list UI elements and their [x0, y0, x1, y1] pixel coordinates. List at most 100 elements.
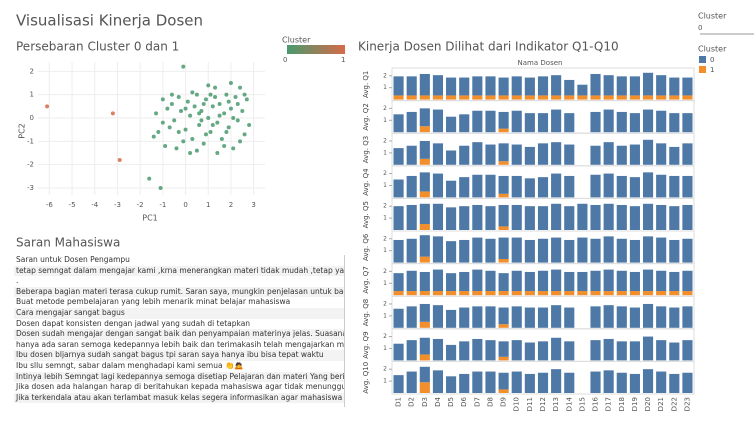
bar-segment — [419, 95, 430, 100]
bar-segment — [432, 305, 444, 328]
point — [174, 146, 179, 151]
bar-segment — [419, 321, 430, 328]
bar-segment — [511, 306, 522, 328]
bar-segment — [642, 95, 654, 100]
bar-segment — [590, 306, 601, 328]
bar-segment — [629, 307, 640, 328]
y-tick-label: 1 — [383, 215, 387, 222]
bar-segment — [446, 180, 457, 198]
point — [222, 111, 227, 116]
bar-segment — [485, 95, 496, 100]
point — [226, 125, 231, 130]
y-tick-label: 2 — [383, 105, 387, 112]
bar-segment — [432, 236, 444, 263]
bar-segment — [642, 236, 654, 263]
point — [215, 120, 220, 125]
bar-segment — [446, 291, 457, 296]
bar-segment — [669, 307, 680, 328]
bar-segment — [537, 177, 549, 198]
bar-segment — [432, 95, 444, 100]
x-tick-label: D19 — [631, 397, 639, 411]
bar-segment — [669, 95, 680, 100]
bar-segment — [642, 336, 654, 361]
bar-segment — [564, 95, 575, 100]
bar-segment — [629, 76, 640, 96]
bar-segment — [537, 113, 549, 133]
bar-segment — [603, 173, 614, 198]
x-tick-label: D9 — [500, 397, 508, 407]
x-tick-label: 1 — [206, 201, 210, 209]
bar-segment — [432, 173, 444, 198]
point — [181, 139, 186, 144]
bar-segment — [393, 179, 404, 198]
point — [199, 118, 204, 123]
bar-segment — [498, 291, 509, 296]
bar-segment — [642, 203, 654, 230]
point — [169, 102, 174, 106]
bar-segment — [498, 389, 509, 393]
point — [158, 186, 163, 190]
bar-segment — [485, 340, 496, 361]
bar-segment — [498, 259, 509, 263]
y-tick-label: -2 — [27, 161, 34, 169]
bar-segment — [682, 113, 693, 133]
bar-segment — [551, 173, 562, 198]
comment-line: tetap semngat dalam mengajar kami ,krna … — [14, 265, 344, 277]
point — [176, 95, 181, 99]
bar-segment — [393, 291, 404, 296]
point — [190, 90, 195, 95]
bar-segment — [459, 206, 470, 230]
bar-segment — [590, 270, 601, 292]
bar-segment — [393, 239, 404, 263]
point — [194, 92, 199, 97]
y-tick-label: 1 — [383, 149, 387, 156]
bar-segment — [406, 270, 417, 292]
bar-segment — [564, 271, 575, 292]
bar-segment — [656, 340, 667, 361]
point — [185, 99, 190, 104]
bar-segment — [629, 239, 640, 263]
bar-segment — [682, 175, 693, 198]
bar-segment — [656, 75, 667, 96]
panel-label: Avg. Q9 — [362, 331, 370, 358]
point — [217, 113, 222, 118]
bar-segment — [498, 193, 509, 198]
bar-segment — [616, 145, 627, 165]
bar-segment — [564, 372, 575, 393]
point — [203, 132, 208, 137]
bar-segment — [669, 146, 680, 165]
point — [188, 113, 193, 118]
bar-segment — [472, 204, 483, 230]
bar-segment — [459, 77, 470, 96]
bar-segment — [537, 270, 549, 292]
bar-segment — [551, 203, 562, 230]
comment-line: Dosen dapat konsisten dengan jadwal yang… — [16, 318, 251, 328]
bar-segment — [446, 273, 457, 292]
bar-segment — [524, 239, 535, 263]
bar-segment — [603, 291, 614, 296]
y-tick-label: 2 — [383, 203, 387, 210]
point — [213, 95, 218, 99]
bar-segment — [446, 241, 457, 263]
point — [215, 151, 220, 155]
point — [226, 99, 231, 104]
point — [181, 64, 186, 69]
bar-segment — [498, 226, 509, 230]
x-tick-label: D15 — [578, 397, 586, 411]
x-tick-label: 3 — [251, 201, 255, 209]
bar-segment — [472, 110, 483, 133]
bar-segment — [577, 203, 588, 230]
x-tick-label: D21 — [657, 397, 665, 411]
bar-segment — [537, 372, 549, 393]
x-tick-label: -5 — [69, 201, 76, 209]
y-tick-label: 2 — [383, 170, 387, 177]
x-tick-label: D11 — [526, 397, 534, 411]
bar-segment — [511, 237, 522, 263]
bar-segment — [406, 145, 417, 165]
bar-segment — [577, 271, 588, 292]
bar-segment — [682, 77, 693, 96]
legend-label: 1 — [341, 56, 345, 64]
point — [201, 141, 206, 146]
bar-segment — [616, 204, 627, 230]
panel-label: Avg. Q2 — [362, 103, 370, 130]
